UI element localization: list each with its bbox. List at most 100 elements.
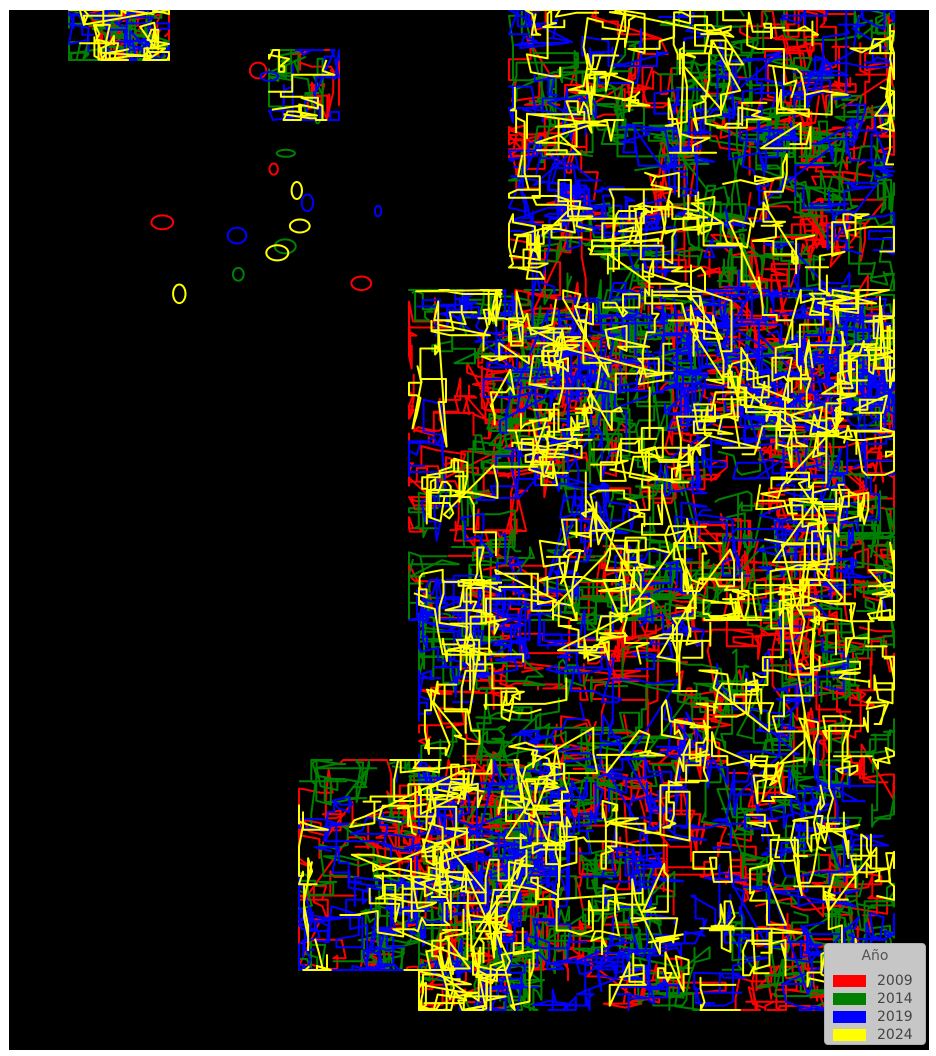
contour-2019 xyxy=(68,10,87,28)
contour-2019 xyxy=(712,768,753,853)
contour-2019 xyxy=(799,924,825,964)
contour-2024 xyxy=(432,838,494,874)
contour-2024 xyxy=(457,579,502,640)
contour-2009 xyxy=(432,377,478,436)
contour-2024 xyxy=(641,484,690,590)
contour-2024 xyxy=(821,359,858,395)
contour-2014 xyxy=(713,670,738,751)
contour-2019 xyxy=(680,815,768,842)
contour-2024 xyxy=(392,902,469,961)
contour-2024 xyxy=(713,900,736,931)
contour-2024 xyxy=(557,597,655,652)
contour-2014 xyxy=(431,312,548,365)
contour-2014 xyxy=(834,718,895,763)
contour-2019 xyxy=(533,71,558,96)
contour-2024 xyxy=(508,759,566,855)
contour-2019 xyxy=(764,130,790,152)
contour-islet-2024 xyxy=(288,218,311,234)
contour-2024 xyxy=(506,357,569,451)
contour-2014 xyxy=(810,120,847,174)
contour-2014 xyxy=(637,946,711,1007)
contour-2024 xyxy=(601,10,637,48)
contour-2024 xyxy=(675,600,704,659)
contour-2014 xyxy=(647,117,684,169)
contour-2009 xyxy=(307,81,324,106)
contour-2024 xyxy=(600,799,639,870)
contour-2014 xyxy=(756,91,801,136)
contour-2024 xyxy=(496,849,534,948)
contour-2024 xyxy=(769,839,808,897)
contour-2024 xyxy=(479,289,502,352)
contour-2024 xyxy=(444,582,535,663)
contour-2019 xyxy=(580,211,623,238)
contour-2024 xyxy=(302,938,332,971)
contour-2024 xyxy=(674,733,711,784)
contour-2024 xyxy=(497,789,539,850)
contour-2024 xyxy=(530,876,560,908)
contour-2024 xyxy=(460,864,514,959)
legend-label-2014: 2014 xyxy=(877,991,913,1007)
contour-2019 xyxy=(459,859,492,920)
contour-2024 xyxy=(795,606,847,672)
contour-islet-2014 xyxy=(231,266,245,282)
contour-2024 xyxy=(526,101,608,140)
contour-2024 xyxy=(678,39,731,111)
contour-2024 xyxy=(722,153,788,228)
contour-2024 xyxy=(427,464,499,520)
contour-2024 xyxy=(469,642,525,722)
contour-2024 xyxy=(668,132,718,154)
contour-2024 xyxy=(139,21,170,51)
contour-2024 xyxy=(79,23,120,61)
contour-2014 xyxy=(475,759,546,841)
contour-2014 xyxy=(609,40,642,73)
contour-2019 xyxy=(795,10,864,102)
contour-2014 xyxy=(808,169,859,212)
contour-2024 xyxy=(545,821,562,888)
contour-2009 xyxy=(732,628,789,660)
contour-islet-2009 xyxy=(248,61,268,80)
contour-2014 xyxy=(736,664,800,744)
contour-2024 xyxy=(692,851,733,883)
contour-2019 xyxy=(440,300,535,373)
contour-2024 xyxy=(690,202,744,247)
contour-2009 xyxy=(802,868,836,918)
contour-2024 xyxy=(604,324,651,352)
contour-2024 xyxy=(842,213,895,253)
contour-2019 xyxy=(607,678,680,761)
contour-2024 xyxy=(831,343,895,431)
contour-islet-2019 xyxy=(373,204,383,218)
contour-2024 xyxy=(550,179,593,239)
contour-2014 xyxy=(352,759,370,803)
contour-2014 xyxy=(700,23,761,122)
contour-2024 xyxy=(782,20,819,47)
contour-2014 xyxy=(716,230,764,299)
contour-2024 xyxy=(443,648,487,734)
contour-2024 xyxy=(812,413,895,459)
contour-2014 xyxy=(508,10,552,126)
contour-2014 xyxy=(628,733,693,744)
contour-2009 xyxy=(690,822,757,862)
contour-2009 xyxy=(703,58,786,102)
contour-2019 xyxy=(531,701,599,782)
contour-2014 xyxy=(730,10,797,54)
contour-2014 xyxy=(649,576,675,621)
contour-2014 xyxy=(820,580,895,640)
contour-2024 xyxy=(450,759,493,805)
contour-2019 xyxy=(742,876,857,908)
contour-2024 xyxy=(423,688,451,757)
contour-2019 xyxy=(763,242,848,310)
contour-2019 xyxy=(690,50,789,128)
contour-2019 xyxy=(418,669,442,722)
contour-2024 xyxy=(602,579,629,623)
contour-2019 xyxy=(756,682,813,741)
contour-2024 xyxy=(682,194,716,235)
contour-2024 xyxy=(463,631,493,668)
legend-label-2009: 2009 xyxy=(877,973,913,989)
contour-2024 xyxy=(142,46,170,61)
contour-2024 xyxy=(872,746,895,770)
contour-2024 xyxy=(339,909,425,938)
contour-2019 xyxy=(516,436,580,500)
contour-2009 xyxy=(784,10,818,95)
contour-2019 xyxy=(496,579,569,629)
